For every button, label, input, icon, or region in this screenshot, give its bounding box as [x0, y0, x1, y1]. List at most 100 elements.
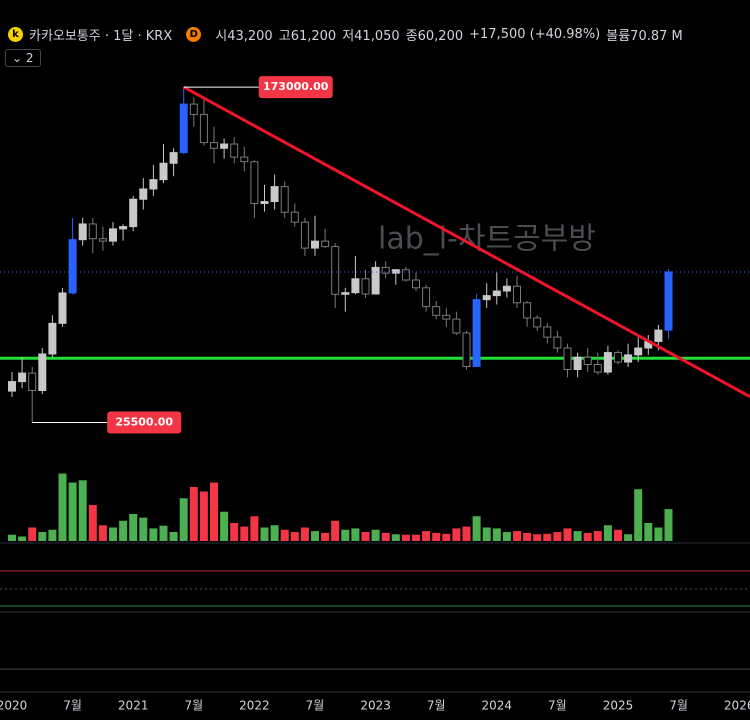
candle-body	[533, 317, 542, 328]
quote-value: 60,200	[417, 28, 464, 44]
watermark: lab_l-차트공부방	[378, 222, 596, 257]
candle-body	[401, 269, 410, 281]
x-tick-label: 2023	[360, 699, 391, 713]
candle-body	[472, 299, 481, 367]
candle-body	[624, 354, 633, 363]
candle-body	[331, 246, 340, 295]
candle-body	[199, 113, 208, 144]
volume-bar	[210, 482, 218, 541]
indicator-count: 2	[25, 51, 34, 65]
quote-item: 시43,200	[215, 25, 272, 44]
candle-body	[68, 239, 77, 294]
candle-body	[250, 161, 259, 205]
volume-bar	[361, 532, 370, 541]
volume-bar	[533, 534, 542, 541]
candle-body	[654, 329, 663, 342]
quote-value: 61,200	[290, 28, 337, 44]
candle-body	[321, 240, 330, 248]
candle-body	[189, 103, 198, 115]
candle-body	[452, 318, 461, 334]
candle-body	[8, 381, 16, 392]
symbol-title[interactable]: 카카오보통주 · 1달 · KRX	[29, 28, 173, 44]
volume-bar	[189, 487, 198, 541]
volume-bar	[371, 529, 380, 541]
volume-bar	[18, 536, 27, 541]
volume-bar	[28, 527, 37, 541]
volume-bar	[169, 532, 178, 541]
candle-body	[563, 347, 572, 371]
volume-bar	[88, 505, 97, 541]
volume-bar	[98, 525, 107, 541]
candle-body	[109, 228, 117, 242]
candle-body	[300, 221, 309, 249]
volume-bar	[624, 534, 633, 541]
quote-item: 종60,200	[406, 25, 463, 44]
candle-body	[129, 198, 138, 228]
candle-body	[614, 352, 622, 363]
candle-body	[381, 266, 390, 274]
candle-body	[28, 372, 37, 392]
volume-bar	[462, 526, 471, 541]
candle-body	[492, 290, 501, 297]
annotation-label: 173000.00	[263, 80, 329, 93]
volume-bar	[442, 533, 451, 541]
candle-body	[513, 285, 521, 304]
candle-body	[139, 188, 148, 200]
candle-body	[38, 353, 47, 392]
symbol-header: k 카카오보통주 · 1달 · KRX D 시43,200 고61,200 저41,…	[8, 24, 683, 44]
candle-body	[341, 292, 350, 295]
candle-body	[482, 295, 491, 301]
volume-readout: 볼륨70.87 M	[606, 25, 683, 44]
volume-bar	[38, 532, 47, 541]
volume-bar	[341, 529, 350, 541]
volume-bar	[492, 528, 501, 541]
candle-body	[230, 143, 239, 158]
candle-body	[422, 287, 431, 308]
candle-body	[58, 292, 67, 324]
candle-body	[442, 314, 451, 320]
volume-bar	[280, 529, 289, 541]
volume-bar	[179, 498, 188, 541]
candle-body	[583, 356, 592, 365]
volume-bar	[8, 534, 16, 541]
volume-bar	[472, 516, 481, 541]
x-tick-label: 2021	[118, 699, 149, 713]
volume-bar	[664, 509, 673, 541]
quote-label: 고	[278, 28, 291, 44]
volume-bar	[139, 517, 148, 541]
annotation-box	[107, 411, 182, 434]
candle-body	[664, 271, 673, 331]
volume-bar	[412, 534, 420, 541]
volume-bar	[614, 529, 622, 541]
candle-body	[290, 211, 299, 223]
volume-bar	[78, 480, 87, 541]
volume-bar	[502, 532, 511, 541]
volume-bar	[432, 532, 441, 541]
volume-value: 70.87 M	[630, 28, 683, 44]
volume-bar	[381, 532, 390, 541]
volume-bar	[351, 528, 360, 541]
volume-bar	[452, 528, 461, 541]
volume-bar	[220, 511, 229, 541]
candle-body	[260, 201, 269, 205]
candle-body	[462, 332, 471, 367]
candle-body	[361, 278, 370, 295]
change: +17,500 (+40.98%)	[469, 26, 601, 42]
indicator-toggle[interactable]: ⌄ 2	[5, 49, 41, 67]
volume-bar	[199, 491, 208, 541]
volume-bar	[583, 532, 592, 541]
x-tick-label: 7월	[306, 699, 325, 713]
volume-bar	[58, 473, 67, 541]
candle-body	[179, 103, 188, 154]
x-tick-label: 2022	[239, 699, 270, 713]
candle-body	[280, 186, 289, 213]
volume-bar	[513, 531, 521, 541]
annotation-box	[258, 76, 333, 99]
candle-body	[240, 156, 249, 163]
volume-bar	[68, 482, 77, 541]
x-tick-label: 7월	[184, 699, 203, 713]
volume-bar	[543, 533, 552, 541]
candle-body	[220, 143, 229, 149]
volume-bar	[260, 527, 269, 541]
